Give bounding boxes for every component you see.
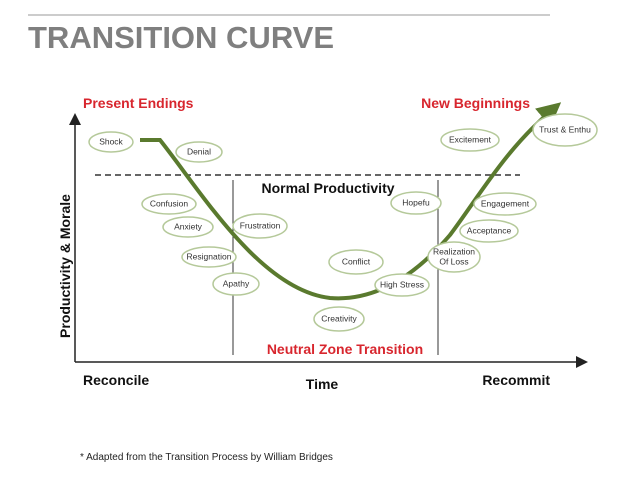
node-label: Of Loss [439, 256, 468, 266]
y-axis-label: Productivity & Morale [57, 194, 73, 338]
node: Frustration [232, 213, 288, 239]
title: TRANSITION CURVE [28, 20, 334, 55]
node: Creativity [313, 306, 365, 332]
node-shape [181, 246, 237, 268]
node-label: Anxiety [174, 221, 203, 231]
node-label: Trust & Enthu [539, 124, 591, 134]
node-label: High Stress [380, 279, 424, 289]
node-shape [440, 128, 500, 152]
node-shape [88, 131, 134, 153]
node-shape [473, 192, 537, 216]
node-label: Excitement [449, 134, 492, 144]
node: High Stress [374, 273, 430, 297]
node: Hopefu [390, 191, 442, 215]
node: Trust & Enthu [532, 113, 598, 147]
node-shape [162, 216, 214, 238]
node: Acceptance [459, 219, 519, 243]
node-label: Hopefu [402, 197, 430, 207]
node: Shock [88, 131, 134, 153]
node-shape [374, 273, 430, 297]
node: Excitement [440, 128, 500, 152]
node: Resignation [181, 246, 237, 268]
node-label: Creativity [321, 313, 357, 323]
node-shape [390, 191, 442, 215]
node-shape [427, 241, 481, 273]
node: Apathy [212, 272, 260, 296]
node-label: Resignation [187, 251, 232, 261]
node: Conflict [328, 249, 384, 275]
node-label: Confusion [150, 198, 189, 208]
node-shape [328, 249, 384, 275]
node-shape [313, 306, 365, 332]
phase-label: New Beginnings [421, 95, 530, 111]
node-label: Engagement [481, 198, 530, 208]
node-shape [141, 193, 197, 215]
node-shape [212, 272, 260, 296]
footnote: * Adapted from the Transition Process by… [80, 452, 333, 463]
node-label: Denial [187, 146, 211, 156]
node-shape [532, 113, 598, 147]
node-label: Apathy [223, 278, 250, 288]
phase-label: Present Endings [83, 95, 194, 111]
node-label: Conflict [342, 256, 371, 266]
node-label: Shock [99, 136, 123, 146]
node: Denial [175, 141, 223, 163]
end-label: Recommit [482, 372, 550, 388]
node-shape [175, 141, 223, 163]
node-shape [459, 219, 519, 243]
node-label: Acceptance [467, 225, 512, 235]
node-shape [232, 213, 288, 239]
node-label: Realization [433, 246, 475, 256]
start-label: Reconcile [83, 372, 149, 388]
baseline-label: Normal Productivity [261, 180, 394, 196]
phase-label: Neutral Zone Transition [267, 341, 423, 357]
x-axis-label: Time [306, 376, 339, 392]
node: Confusion [141, 193, 197, 215]
node-label: Frustration [240, 220, 281, 230]
node: Anxiety [162, 216, 214, 238]
node: Engagement [473, 192, 537, 216]
